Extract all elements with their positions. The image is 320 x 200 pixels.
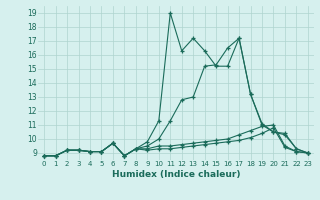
X-axis label: Humidex (Indice chaleur): Humidex (Indice chaleur) bbox=[112, 170, 240, 179]
